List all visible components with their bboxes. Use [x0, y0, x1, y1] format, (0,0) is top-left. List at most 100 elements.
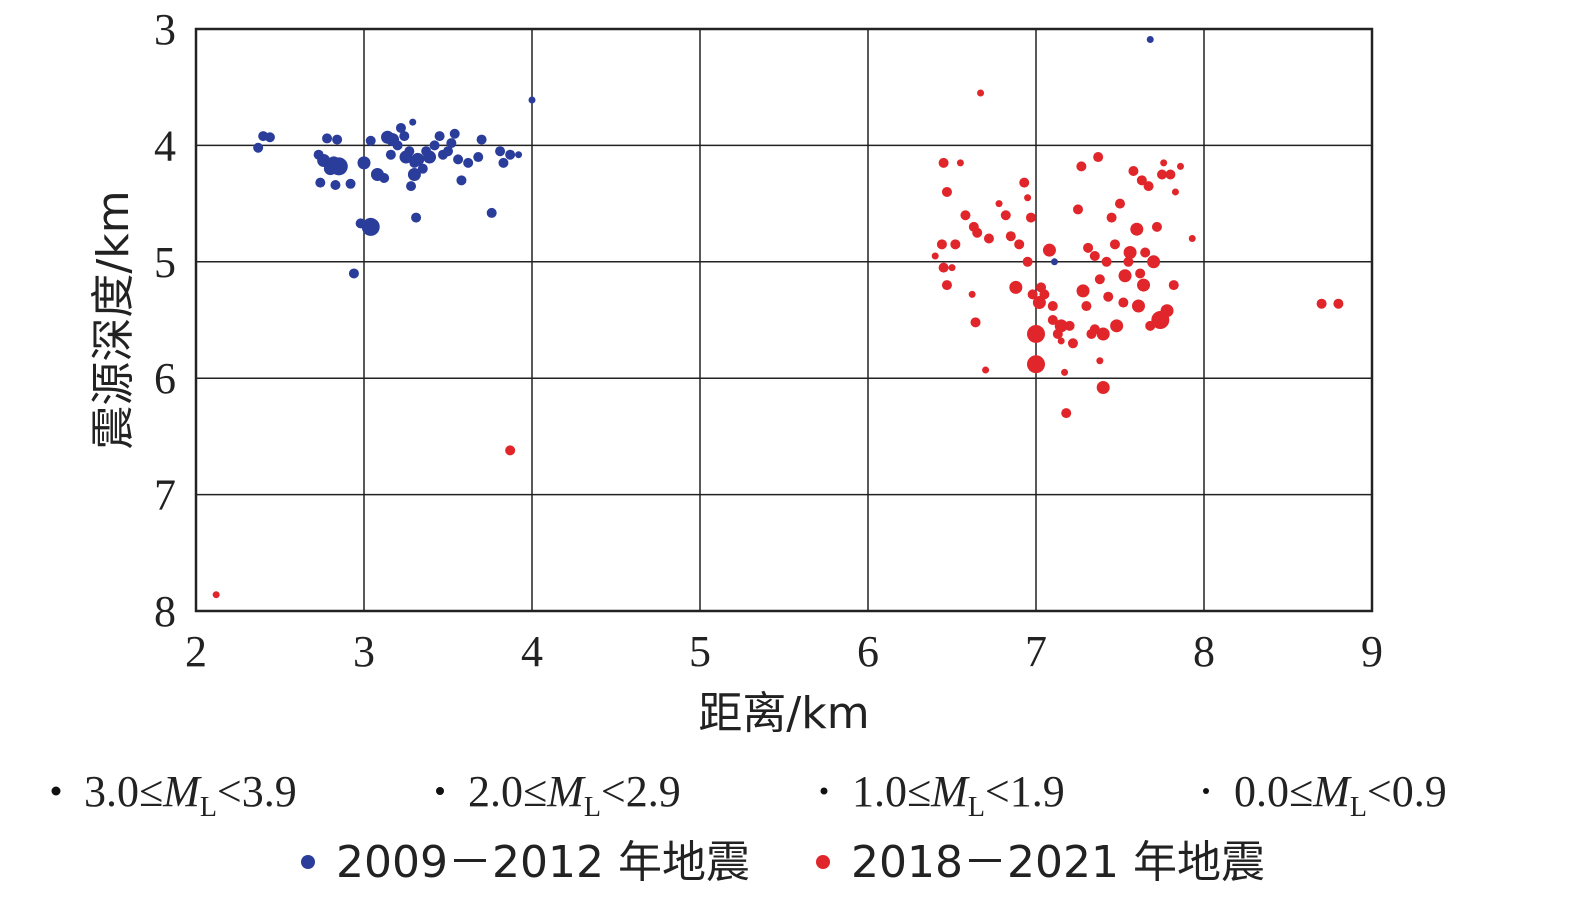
data-point [1019, 177, 1030, 188]
data-point [972, 227, 983, 238]
data-point [941, 280, 952, 291]
data-point [1024, 194, 1032, 202]
y-tick-label: 5 [154, 238, 176, 287]
x-tick-label: 5 [689, 627, 711, 676]
data-point [938, 262, 949, 273]
data-point [379, 172, 390, 183]
data-point [453, 154, 464, 165]
data-point [1118, 297, 1129, 308]
magnitude-legend-marker [1203, 788, 1209, 794]
data-point [1101, 256, 1112, 267]
data-point [1054, 319, 1068, 333]
data-point [345, 178, 356, 189]
data-point [931, 252, 939, 260]
y-tick-label: 8 [154, 587, 176, 636]
data-point [332, 134, 343, 145]
data-point [429, 140, 440, 151]
series-legend-label: 2018－2021 年地震 [851, 837, 1265, 888]
magnitude-legend-marker [820, 787, 828, 795]
data-point [411, 152, 425, 166]
data-point [1130, 222, 1144, 236]
series-legend: 2009－2012 年地震 2018－2021 年地震 [301, 837, 1265, 888]
data-point [409, 118, 417, 126]
data-point [1093, 152, 1104, 163]
data-point [968, 290, 976, 298]
data-point [1131, 299, 1145, 313]
data-point [938, 157, 949, 168]
plot-frame [194, 27, 1374, 613]
x-tick-label: 9 [1361, 627, 1383, 676]
data-point [1042, 243, 1056, 257]
data-point [515, 151, 523, 159]
data-point [1089, 250, 1100, 261]
data-point [1047, 315, 1058, 325]
data-point [357, 156, 371, 170]
data-point [1333, 298, 1344, 309]
data-point [1160, 159, 1168, 167]
data-point [1128, 166, 1139, 177]
data-point [1176, 162, 1184, 170]
y-tick-label: 7 [154, 471, 176, 520]
data-point [1165, 169, 1176, 180]
data-point [1160, 304, 1174, 318]
data-point [1050, 258, 1058, 266]
data-point [407, 168, 421, 181]
data-point [1027, 289, 1038, 300]
data-point [446, 138, 457, 149]
data-point [1094, 274, 1105, 285]
data-point [1115, 198, 1125, 209]
y-tick-label: 4 [154, 121, 176, 170]
data-point [1316, 298, 1327, 309]
data-point [528, 96, 536, 104]
data-point [1076, 161, 1087, 172]
x-axis-title: 距离/km [698, 688, 869, 739]
data-point [406, 181, 417, 192]
data-point [476, 134, 487, 145]
data-point [411, 212, 422, 223]
data-point [1110, 319, 1124, 333]
data-point [1188, 235, 1196, 243]
data-point [1047, 301, 1058, 312]
data-point [977, 89, 985, 97]
y-axis-title: 震源深度/km [88, 190, 139, 449]
data-point [1083, 242, 1094, 253]
magnitude-legend-label: 1.0≤ML<1.9 [852, 767, 1065, 823]
data-point [1171, 188, 1179, 196]
data-point [1136, 175, 1147, 186]
grid-lines [195, 28, 1373, 612]
data-point [392, 140, 403, 151]
data-point [434, 131, 445, 142]
data-point [1168, 280, 1179, 291]
data-point [495, 146, 506, 157]
magnitude-legend-marker [51, 786, 61, 796]
data-point [1096, 357, 1104, 365]
data-point [1076, 284, 1090, 298]
series-legend-label: 2009－2012 年地震 [336, 837, 750, 888]
data-point [348, 268, 359, 279]
data-point [423, 150, 437, 164]
x-tick-label: 4 [521, 627, 543, 676]
data-point [399, 131, 410, 142]
data-point [1000, 210, 1011, 221]
data-point [1146, 35, 1154, 43]
y-tick-label: 3 [154, 5, 176, 54]
data-point [1014, 239, 1025, 250]
data-point [1061, 368, 1069, 376]
x-tick-labels: 2 3 4 5 6 7 8 9 [185, 627, 1383, 676]
data-point [1135, 268, 1146, 279]
data-point [936, 239, 947, 250]
data-point [264, 132, 275, 143]
data-point [1005, 231, 1016, 242]
data-point [982, 366, 990, 374]
data-point [473, 152, 484, 163]
data-point [1147, 255, 1161, 269]
series-legend-marker [301, 855, 315, 869]
data-point [1140, 247, 1151, 258]
data-point [1022, 256, 1033, 267]
magnitude-legend-marker [436, 787, 444, 795]
data-point [1032, 296, 1046, 310]
data-point [1096, 381, 1110, 395]
data-point [1067, 338, 1078, 349]
data-point [960, 210, 971, 221]
magnitude-legend: 3.0≤ML<3.9 2.0≤ML<2.9 1.0≤ML<1.9 0.0≤ML<0.9 [51, 767, 1447, 823]
